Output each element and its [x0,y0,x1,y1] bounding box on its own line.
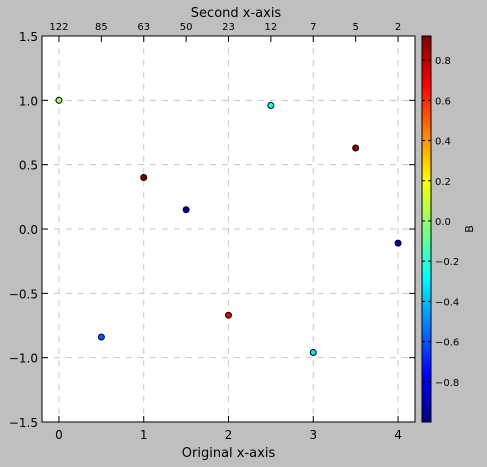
scatter-point [394,239,402,247]
colorbar-tick-label: 0.0 [435,217,451,228]
colorbar [421,35,432,423]
y-tick-label: −1.5 [9,416,38,430]
secondary-x-axis-label: Second x-axis [191,6,282,21]
scatter-point [182,206,190,214]
secondary-x-tick-label: 7 [310,22,316,33]
y-tick-label: 0.5 [19,159,38,173]
colorbar-tick-label: 0.2 [435,177,451,188]
y-tick-label: 0.0 [19,223,38,237]
scatter-point [140,174,148,182]
x-tick-label: 0 [55,428,63,442]
scatter-point [352,144,360,152]
secondary-x-tick-label: 12 [265,22,278,33]
colorbar-tick-label: −0.4 [435,297,459,308]
scatter-point [97,333,105,341]
y-tick-label: 1.5 [19,30,38,44]
scatter-point [267,101,275,109]
colorbar-tick-label: −0.2 [435,257,459,268]
colorbar-tick-label: 0.8 [435,56,451,67]
x-tick-label: 1 [140,428,148,442]
x-tick-label: 3 [309,428,317,442]
secondary-x-tick-label: 5 [352,22,358,33]
secondary-x-tick-label: 63 [137,22,150,33]
y-tick-label: −1.0 [9,352,38,366]
colorbar-tick-label: 0.6 [435,96,451,107]
x-axis-label: Original x-axis [182,446,276,461]
x-tick-label: 2 [225,428,233,442]
scatter-point [309,349,317,357]
colorbar-ticks: −0.8 −0.6 −0.4 −0.2 0.0 0.2 0.4 0.6 0.8 [422,56,459,389]
scatter-point [225,311,232,319]
y-tick-label: −0.5 [9,287,38,301]
data-points [55,96,402,357]
secondary-x-tick-label: 2 [395,22,401,33]
colorbar-tick-label: 0.4 [435,137,451,148]
colorbar-tick-label: −0.8 [435,378,459,389]
secondary-x-tick-label: 122 [49,22,68,33]
scatter-point [55,96,63,104]
colorbar-tick-label: −0.6 [435,338,459,349]
y-tick-label: 1.0 [19,94,38,108]
x-tick-label: 4 [394,428,402,442]
secondary-x-tick-label: 50 [180,22,193,33]
secondary-x-tick-label: 85 [95,22,108,33]
secondary-x-tick-label: 23 [222,22,235,33]
colorbar-label: B [463,225,476,233]
